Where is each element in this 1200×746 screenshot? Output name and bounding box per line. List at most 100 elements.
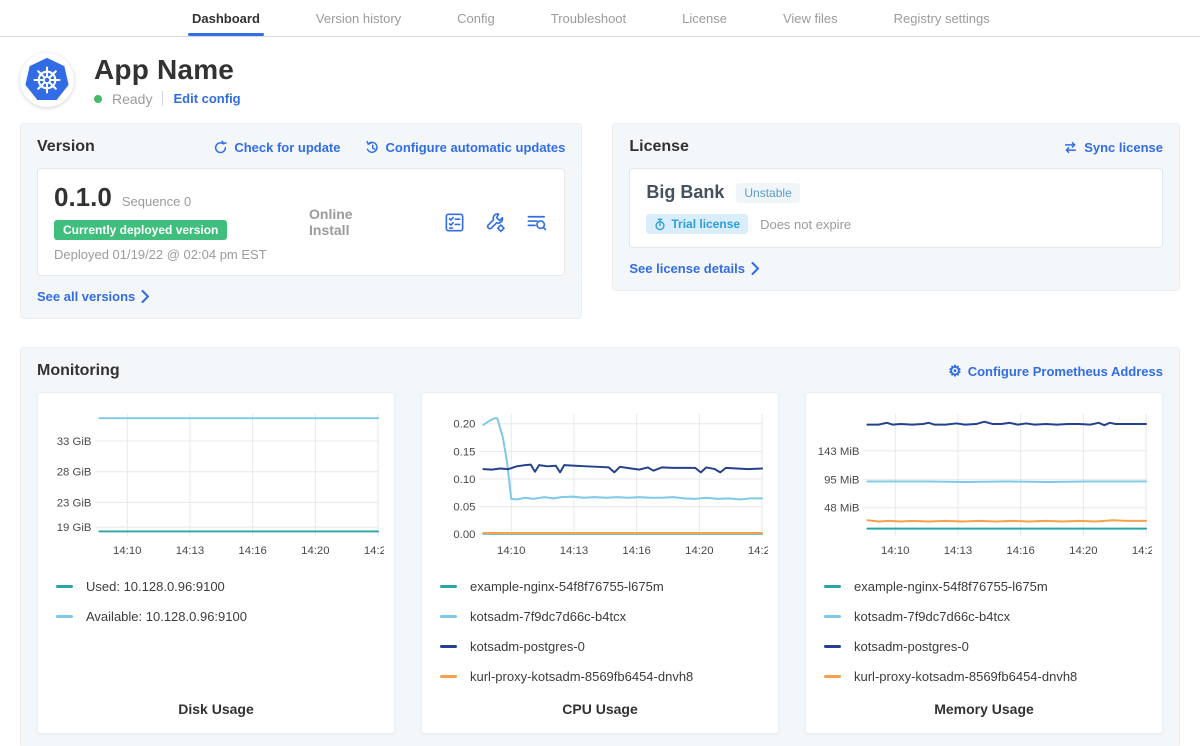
chart-title: Disk Usage bbox=[48, 701, 384, 719]
legend-label: kurl-proxy-kotsadm-8569fb6454-dnvh8 bbox=[470, 669, 693, 684]
license-card-title: License bbox=[629, 138, 689, 156]
svg-text:14:13: 14:13 bbox=[944, 545, 972, 557]
series-line bbox=[867, 520, 1146, 521]
version-card-title: Version bbox=[37, 138, 95, 156]
svg-text:14:10: 14:10 bbox=[881, 545, 909, 557]
legend-label: kurl-proxy-kotsadm-8569fb6454-dnvh8 bbox=[854, 669, 1077, 684]
tab-license[interactable]: License bbox=[682, 0, 727, 36]
deployed-timestamp: Deployed 01/19/22 @ 02:04 pm EST bbox=[54, 247, 309, 262]
stopwatch-icon bbox=[654, 218, 666, 231]
legend-item: kurl-proxy-kotsadm-8569fb6454-dnvh8 bbox=[824, 669, 1152, 684]
svg-text:0.00: 0.00 bbox=[453, 529, 475, 541]
svg-text:0.20: 0.20 bbox=[453, 419, 475, 431]
configure-automatic-updates-label: Configure automatic updates bbox=[386, 140, 566, 155]
trial-license-badge: Trial license bbox=[646, 214, 748, 234]
check-for-update-label: Check for update bbox=[234, 140, 340, 155]
svg-text:14:23: 14:23 bbox=[1132, 545, 1152, 557]
preflight-checks-icon[interactable] bbox=[443, 211, 466, 234]
see-all-versions-link[interactable]: See all versions bbox=[37, 289, 565, 304]
check-for-update-button[interactable]: Check for update bbox=[213, 140, 340, 155]
svg-text:14:13: 14:13 bbox=[560, 545, 588, 557]
customer-name: Big Bank bbox=[646, 182, 724, 203]
legend-label: example-nginx-54f8f76755-l675m bbox=[854, 579, 1048, 594]
version-card: Version Check for update Configure au bbox=[20, 123, 582, 319]
sync-license-label: Sync license bbox=[1084, 140, 1163, 155]
series-line bbox=[483, 418, 762, 499]
configure-prometheus-button[interactable]: ⚙ Configure Prometheus Address bbox=[948, 364, 1163, 379]
legend-swatch bbox=[56, 585, 73, 588]
divider bbox=[162, 91, 163, 106]
legend-label: kotsadm-postgres-0 bbox=[854, 639, 969, 654]
legend-swatch bbox=[824, 615, 841, 618]
monitoring-title: Monitoring bbox=[37, 362, 120, 380]
edit-config-link[interactable]: Edit config bbox=[173, 91, 240, 106]
legend-label: kotsadm-7f9dc7d66c-b4tcx bbox=[470, 609, 626, 624]
legend-label: Used: 10.128.0.96:9100 bbox=[86, 579, 225, 594]
legend-swatch bbox=[440, 615, 457, 618]
config-wrench-gear-icon[interactable] bbox=[484, 211, 507, 234]
svg-text:14:10: 14:10 bbox=[497, 545, 525, 557]
svg-text:14:13: 14:13 bbox=[176, 545, 204, 557]
license-card: License Sync license Big Bank Unstable bbox=[612, 123, 1180, 291]
svg-text:14:10: 14:10 bbox=[113, 545, 141, 557]
memory-usage-panel: 143 MiB95 MiB48 MiB14:1014:1314:1614:201… bbox=[805, 392, 1163, 734]
legend-swatch bbox=[440, 675, 457, 678]
configure-prometheus-label: Configure Prometheus Address bbox=[968, 364, 1163, 379]
legend-item: example-nginx-54f8f76755-l675m bbox=[824, 579, 1152, 594]
legend-label: Available: 10.128.0.96:9100 bbox=[86, 609, 247, 624]
chevron-right-icon bbox=[751, 262, 760, 275]
cpu-usage-panel: 0.200.150.100.050.0014:1014:1314:1614:20… bbox=[421, 392, 779, 734]
channel-badge: Unstable bbox=[736, 183, 799, 203]
gear-icon: ⚙ bbox=[948, 364, 961, 379]
legend-swatch bbox=[56, 615, 73, 618]
svg-text:0.05: 0.05 bbox=[453, 502, 475, 514]
series-line bbox=[867, 481, 1146, 482]
chevron-right-icon bbox=[141, 290, 150, 303]
see-license-details-link[interactable]: See license details bbox=[629, 261, 1163, 276]
tab-dashboard[interactable]: Dashboard bbox=[192, 0, 260, 36]
tab-view-files[interactable]: View files bbox=[783, 0, 838, 36]
top-nav: Dashboard Version history Config Troublesho… bbox=[0, 0, 1200, 37]
chart-legend: Used: 10.128.0.96:9100 Available: 10.128.… bbox=[56, 579, 384, 639]
svg-text:14:20: 14:20 bbox=[301, 545, 329, 557]
disk-usage-panel: 33 GiB28 GiB23 GiB19 GiB14:1014:1314:161… bbox=[37, 392, 395, 734]
tab-version-history[interactable]: Version history bbox=[316, 0, 401, 36]
view-logs-icon[interactable] bbox=[525, 211, 548, 234]
app-header: App Name Ready Edit config bbox=[0, 37, 1200, 117]
svg-text:48 MiB: 48 MiB bbox=[824, 503, 859, 515]
series-line bbox=[483, 465, 762, 473]
svg-text:28 GiB: 28 GiB bbox=[57, 467, 92, 479]
series-line bbox=[867, 422, 1146, 426]
legend-item: example-nginx-54f8f76755-l675m bbox=[440, 579, 768, 594]
sync-license-button[interactable]: Sync license bbox=[1063, 140, 1163, 155]
svg-text:23 GiB: 23 GiB bbox=[57, 497, 92, 509]
legend-label: kotsadm-postgres-0 bbox=[470, 639, 585, 654]
chart-plot: 143 MiB95 MiB48 MiB14:1014:1314:1614:201… bbox=[816, 405, 1152, 565]
chart-legend: example-nginx-54f8f76755-l675m kotsadm-7f… bbox=[824, 579, 1152, 699]
svg-text:0.15: 0.15 bbox=[453, 446, 475, 458]
chart-title: CPU Usage bbox=[432, 701, 768, 719]
refresh-icon bbox=[213, 140, 228, 155]
version-sequence: Sequence 0 bbox=[122, 194, 191, 209]
svg-text:33 GiB: 33 GiB bbox=[57, 436, 92, 448]
monitoring-card: Monitoring ⚙ Configure Prometheus Addres… bbox=[20, 347, 1180, 746]
legend-swatch bbox=[440, 585, 457, 588]
configure-automatic-updates-button[interactable]: Configure automatic updates bbox=[365, 140, 566, 155]
install-type-label: Online Install bbox=[309, 206, 383, 238]
legend-swatch bbox=[824, 675, 841, 678]
svg-text:143 MiB: 143 MiB bbox=[818, 446, 860, 458]
legend-label: kotsadm-7f9dc7d66c-b4tcx bbox=[854, 609, 1010, 624]
legend-swatch bbox=[440, 645, 457, 648]
chart-plot: 0.200.150.100.050.0014:1014:1314:1614:20… bbox=[432, 405, 768, 565]
legend-item: Available: 10.128.0.96:9100 bbox=[56, 609, 384, 624]
svg-text:19 GiB: 19 GiB bbox=[57, 522, 92, 534]
legend-swatch bbox=[824, 645, 841, 648]
tab-registry-settings[interactable]: Registry settings bbox=[894, 0, 990, 36]
svg-text:0.10: 0.10 bbox=[453, 474, 475, 486]
svg-text:14:23: 14:23 bbox=[364, 545, 384, 557]
tab-config[interactable]: Config bbox=[457, 0, 495, 36]
svg-text:95 MiB: 95 MiB bbox=[824, 475, 859, 487]
tab-troubleshoot[interactable]: Troubleshoot bbox=[551, 0, 626, 36]
legend-item: kotsadm-7f9dc7d66c-b4tcx bbox=[440, 609, 768, 624]
legend-item: kurl-proxy-kotsadm-8569fb6454-dnvh8 bbox=[440, 669, 768, 684]
